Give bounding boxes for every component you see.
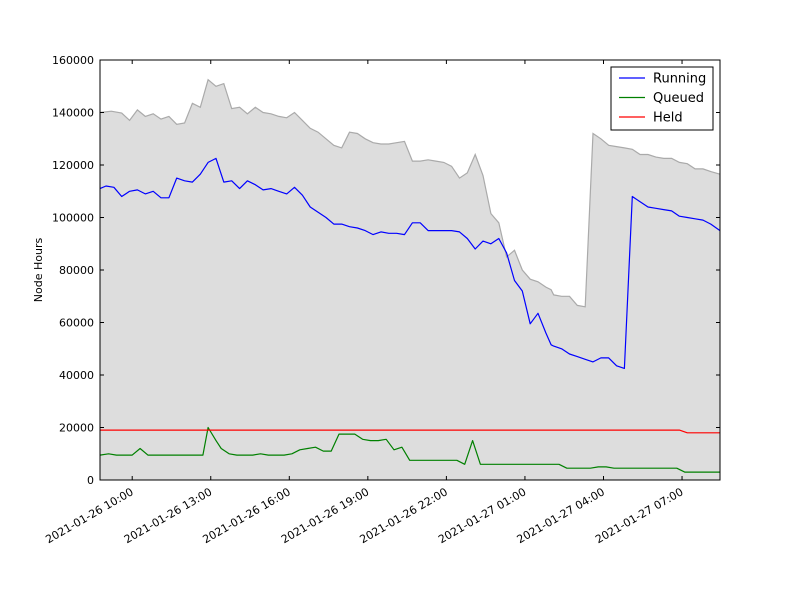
y-tick-label: 60000 (59, 317, 94, 330)
series-line-running (99, 157, 721, 369)
y-tick-label: 80000 (59, 264, 94, 277)
y-tick-label: 40000 (59, 369, 94, 382)
total-area-fill (100, 79, 720, 480)
y-tick-label: 20000 (59, 422, 94, 435)
total-area-outline (99, 78, 721, 308)
y-tick-label: 120000 (52, 159, 94, 172)
y-tick-label: 140000 (52, 107, 94, 120)
y-tick-label: 100000 (52, 212, 94, 225)
series-line-queued (99, 426, 720, 473)
legend-label-running: Running (653, 72, 706, 87)
legend-label-held: Held (653, 111, 683, 126)
series-line-held (100, 429, 720, 434)
y-tick-label: 0 (87, 474, 94, 487)
plot-area (99, 78, 721, 480)
legend: Running Queued Held (610, 66, 714, 131)
y-tick-label: 160000 (52, 54, 94, 67)
y-axis-label: Node Hours (32, 238, 45, 303)
legend-label-queued: Queued (653, 91, 704, 106)
